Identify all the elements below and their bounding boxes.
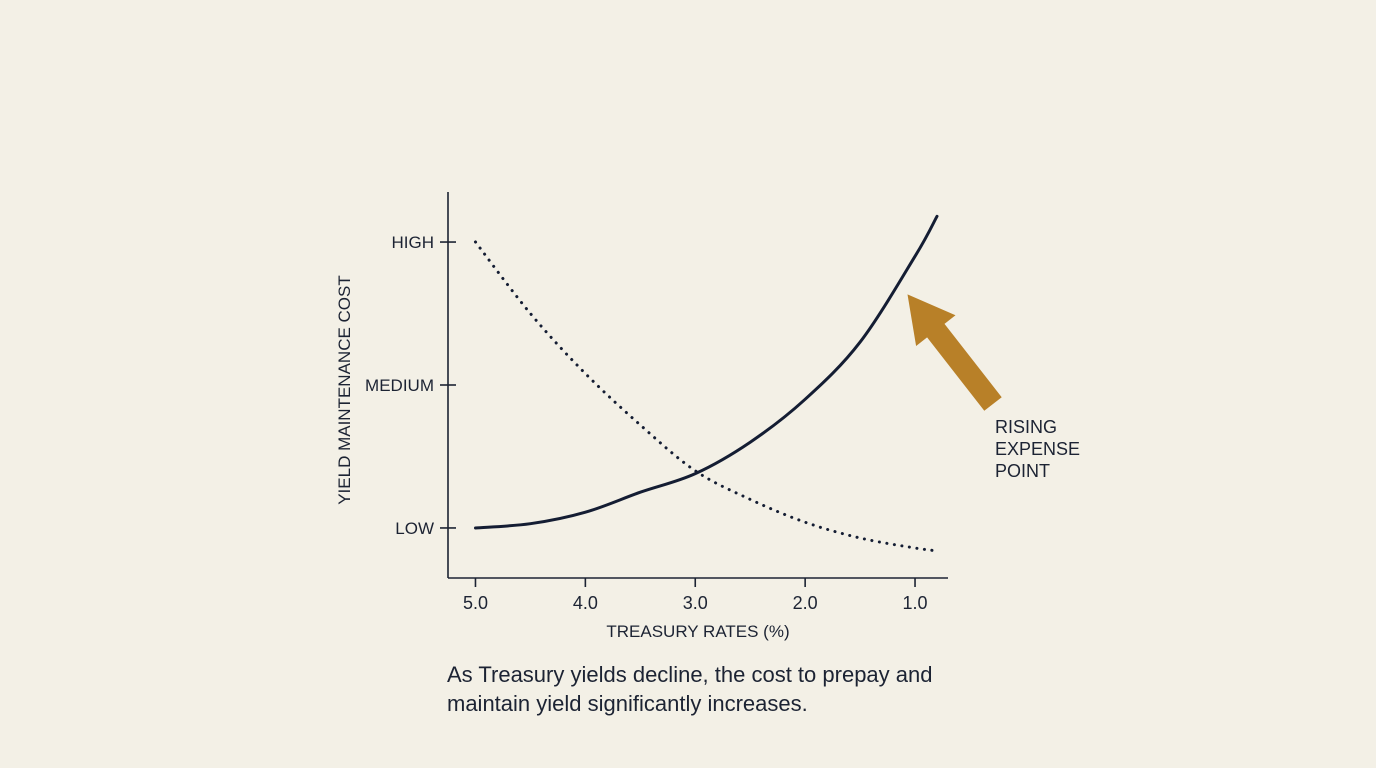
x-tick-label: 5.0 xyxy=(463,593,488,613)
y-tick-label: HIGH xyxy=(392,233,435,252)
series-solid-line xyxy=(474,214,939,530)
y-tick-label: MEDIUM xyxy=(365,376,434,395)
y-tick-label: LOW xyxy=(395,519,434,538)
series-group xyxy=(474,214,939,553)
x-tick-label: 2.0 xyxy=(793,593,818,613)
rising-expense-arrow-icon xyxy=(907,294,1002,411)
chart-caption: As Treasury yields decline, the cost to … xyxy=(447,662,933,716)
series-dotted-line xyxy=(474,240,939,553)
annotation-line-3: POINT xyxy=(995,461,1051,481)
x-axis-label: TREASURY RATES (%) xyxy=(606,622,789,641)
y-ticks: LOW MEDIUM HIGH xyxy=(365,233,456,538)
x-ticks: 5.0 4.0 3.0 2.0 1.0 xyxy=(463,578,928,613)
axes xyxy=(447,192,948,579)
annotation-line-1: RISING xyxy=(995,417,1058,437)
annotation-arrow-shape xyxy=(907,294,1002,411)
rising-expense-annotation: RISING EXPENSE POINT xyxy=(995,416,1080,482)
x-tick-label: 4.0 xyxy=(573,593,598,613)
x-tick-label: 3.0 xyxy=(683,593,708,613)
x-tick-label: 1.0 xyxy=(903,593,928,613)
y-axis-label: YIELD MAINTENANCE COST xyxy=(335,275,354,505)
annotation-line-2: EXPENSE xyxy=(995,439,1081,459)
